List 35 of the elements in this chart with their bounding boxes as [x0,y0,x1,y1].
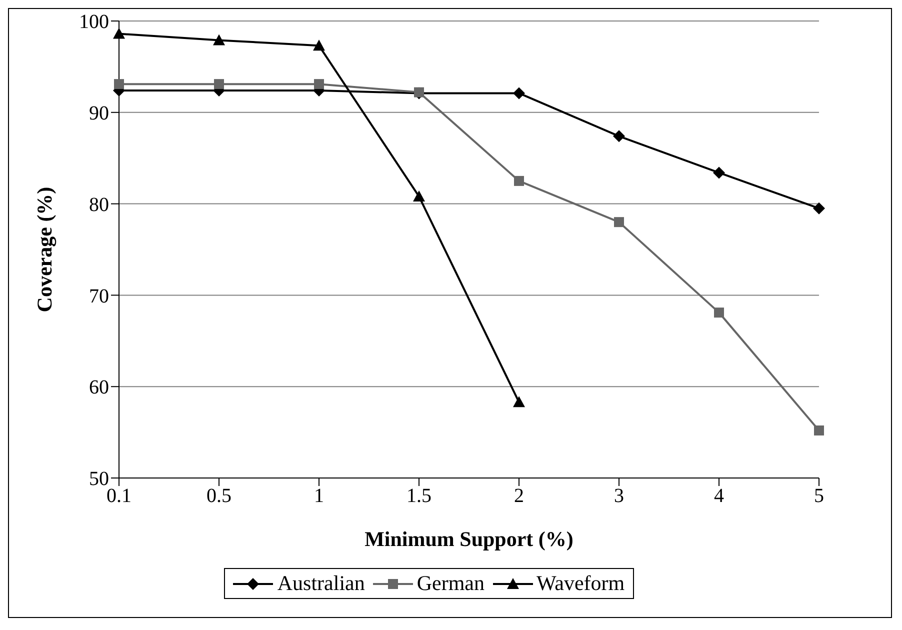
point [313,40,325,51]
point [213,34,225,46]
point [613,130,625,142]
y-tick-label: 70 [89,285,109,308]
point [514,176,524,186]
x-tick-label: 0.5 [206,485,232,508]
point [513,396,525,408]
point [413,190,425,202]
x-tick-label: 1.5 [406,485,432,508]
point [314,79,324,90]
point [713,166,725,179]
y-tick-label: 60 [89,376,109,399]
y-tick-label: 50 [89,468,109,490]
point [714,308,724,318]
x-tick-label: 0.1 [106,485,132,508]
point [513,87,525,100]
y-tick-label: 80 [89,194,109,216]
legend-label: German [416,571,484,596]
point [113,28,125,39]
x-tick-label: 1 [314,485,324,508]
point [614,217,624,228]
point [814,425,824,436]
x-tick-label: 3 [614,485,624,508]
x-tick-label: 2 [514,485,524,508]
point [114,79,124,90]
y-tick-label: 100 [79,11,109,34]
point [813,202,825,214]
y-tick-label: 90 [89,102,109,124]
legend-label: Waveform [536,571,625,596]
x-tick-label: 5 [814,485,824,508]
y-axis-title: Coverage (%) [32,186,56,312]
point [214,79,224,90]
x-axis-title: Minimum Support (%) [364,527,574,551]
x-tick-label: 4 [714,485,724,508]
legend-label: Australian [277,571,365,596]
